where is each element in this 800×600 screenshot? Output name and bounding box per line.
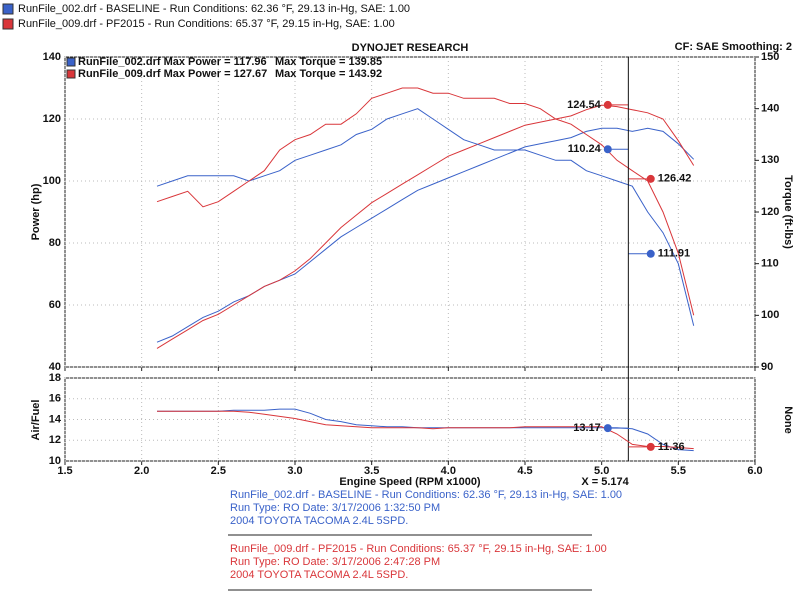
y-axis-label: Power (hp) <box>30 183 42 240</box>
plot-frame <box>64 56 756 368</box>
chart-title: DYNOJET RESEARCH <box>352 42 469 54</box>
legend-label: Max Torque = 143.92 <box>275 68 382 80</box>
y2-tick-label: 140 <box>761 103 779 115</box>
x-tick-label: 3.0 <box>287 465 302 477</box>
footer-line: RunFile_002.drf - BASELINE - Run Conditi… <box>230 489 622 501</box>
x-tick-label: 2.0 <box>134 465 149 477</box>
y2-tick-label: 120 <box>761 206 779 218</box>
y2-tick-label: 90 <box>761 361 773 373</box>
header-line: RunFile_009.drf - PF2015 - Run Condition… <box>18 18 395 30</box>
marker <box>646 442 655 451</box>
y2-tick-label: 150 <box>761 51 779 63</box>
x-tick-label: 4.5 <box>517 465 532 477</box>
x-axis-label: Engine Speed (RPM x1000) <box>339 476 481 488</box>
y-tick-label: 140 <box>43 51 61 63</box>
series-line <box>156 87 695 316</box>
y2-tick-label: 110 <box>761 258 779 270</box>
marker-label: 126.42 <box>658 173 692 185</box>
y2-axis-label: None <box>782 406 794 434</box>
y-tick-label: 14 <box>49 413 62 425</box>
series-line <box>156 127 695 343</box>
legend-swatch <box>2 18 14 30</box>
y-tick-label: 80 <box>49 237 61 249</box>
marker <box>603 100 612 109</box>
footer-line: Run Type: RO Date: 3/17/2006 2:47:28 PM <box>230 556 440 568</box>
x-tick-label: 1.5 <box>57 465 72 477</box>
x-tick-label: 3.5 <box>364 465 379 477</box>
marker-label: 13.17 <box>573 422 601 434</box>
y-tick-label: 12 <box>49 434 61 446</box>
header-line: RunFile_002.drf - BASELINE - Run Conditi… <box>18 3 410 15</box>
y-tick-label: 18 <box>49 372 61 384</box>
marker-label: 11.36 <box>658 441 685 453</box>
marker <box>646 174 655 183</box>
series-line <box>157 410 694 450</box>
y-tick-label: 60 <box>49 299 61 311</box>
x-tick-label: 2.5 <box>211 465 226 477</box>
x-tick-label: 5.5 <box>671 465 686 477</box>
y-tick-label: 16 <box>49 393 61 405</box>
legend-label: Max Torque = 139.85 <box>275 56 382 68</box>
legend-swatch <box>66 69 76 79</box>
marker <box>603 424 612 433</box>
y-tick-label: 10 <box>49 455 61 467</box>
marker <box>603 145 612 154</box>
legend-label: RunFile_002.drf Max Power = 117.96 <box>78 56 267 68</box>
y2-axis-label: Torque (ft-lbs) <box>782 175 794 249</box>
legend-swatch <box>66 57 76 67</box>
x-tick-label: 5.0 <box>594 465 609 477</box>
footer-line: Run Type: RO Date: 3/17/2006 1:32:50 PM <box>230 502 440 514</box>
x-tick-label: 6.0 <box>747 465 762 477</box>
marker <box>646 249 655 258</box>
marker-label: 111.91 <box>658 248 690 260</box>
legend-label: RunFile_009.drf Max Power = 127.67 <box>78 68 267 80</box>
marker-label: 124.54 <box>567 99 602 111</box>
chart-note: CF: SAE Smoothing: 2 <box>675 41 792 53</box>
y-tick-label: 120 <box>43 113 61 125</box>
y-axis-label: Air/Fuel <box>30 400 42 441</box>
footer-line: 2004 TOYOTA TACOMA 2.4L 5SPD. <box>230 515 408 527</box>
series-line <box>156 104 695 349</box>
y-tick-label: 40 <box>49 361 61 373</box>
series-line <box>156 108 695 326</box>
y2-tick-label: 100 <box>761 309 779 321</box>
footer-line: 2004 TOYOTA TACOMA 2.4L 5SPD. <box>230 569 408 581</box>
y-tick-label: 100 <box>43 175 61 187</box>
x-tick-label: 4.0 <box>441 465 456 477</box>
marker-label: 110.24 <box>568 143 602 155</box>
cursor-label: X = 5.174 <box>581 476 629 488</box>
legend-swatch <box>2 3 14 15</box>
y2-tick-label: 130 <box>761 154 779 166</box>
footer-line: RunFile_009.drf - PF2015 - Run Condition… <box>230 543 607 555</box>
series-line <box>157 408 694 452</box>
